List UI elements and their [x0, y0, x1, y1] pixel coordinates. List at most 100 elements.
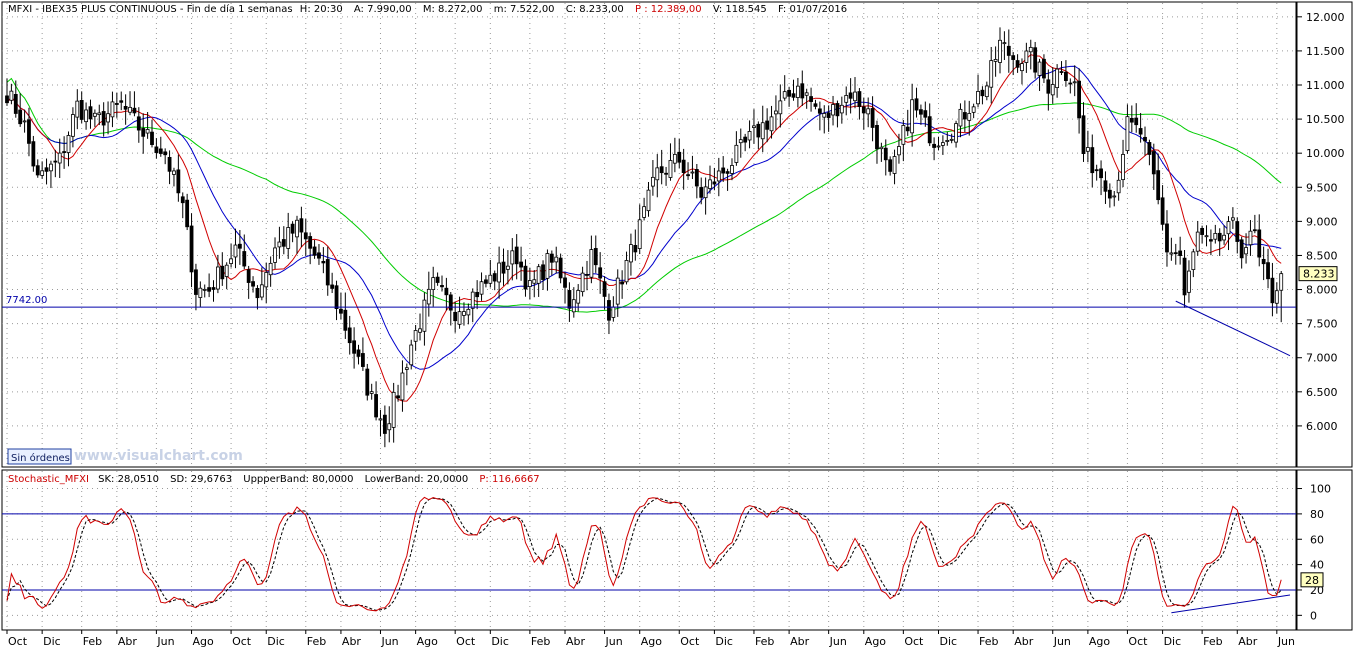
- candle-body: [932, 143, 936, 148]
- candle-body: [1143, 136, 1147, 142]
- x-tick-label: Oct: [232, 635, 252, 648]
- x-tick-label: Dic: [939, 635, 957, 648]
- candle: [563, 271, 567, 304]
- x-tick-label: Ago: [193, 635, 215, 648]
- candle: [765, 108, 770, 143]
- candle: [1068, 78, 1073, 94]
- candle-body: [382, 414, 387, 434]
- candle: [198, 281, 203, 307]
- candle-body: [136, 116, 141, 131]
- candle-body: [268, 262, 273, 276]
- candle-body: [435, 276, 440, 283]
- candle-body: [949, 138, 954, 141]
- candle: [1235, 217, 1240, 254]
- candle: [980, 86, 985, 105]
- candle-body: [1125, 116, 1130, 152]
- candle-body: [940, 142, 945, 146]
- price-panel[interactable]: [1, 1, 1297, 468]
- candle: [835, 100, 840, 128]
- candle: [1222, 225, 1226, 245]
- candle: [549, 250, 554, 276]
- candle: [378, 409, 383, 437]
- candle-body: [277, 241, 282, 248]
- candle-body: [396, 395, 400, 399]
- candle: [694, 163, 699, 199]
- candle: [826, 105, 831, 132]
- candle-body: [75, 100, 80, 118]
- x-tick-label: Jun: [605, 635, 623, 648]
- candle: [1217, 228, 1222, 256]
- price-tick-label: 10.000: [1306, 147, 1345, 160]
- candle-body: [1147, 142, 1152, 155]
- candle: [919, 104, 923, 125]
- x-tick-label: Feb: [531, 635, 550, 648]
- candle: [448, 291, 453, 326]
- candle: [136, 107, 141, 143]
- x-tick-label: Feb: [979, 635, 998, 648]
- indicator-panel[interactable]: [1, 469, 1297, 631]
- price-tick-label: 11.500: [1306, 45, 1345, 58]
- candle: [361, 337, 365, 371]
- candle: [730, 158, 734, 181]
- candle-body: [879, 146, 884, 150]
- candle: [905, 109, 910, 136]
- candle: [49, 160, 53, 189]
- orders-button[interactable]: Sin órdenes: [11, 452, 70, 464]
- price-tick-label: 9.000: [1306, 215, 1338, 228]
- moving-average-slow: [6, 77, 1282, 313]
- candle: [650, 160, 655, 196]
- candle-body: [734, 144, 739, 163]
- candle: [1028, 39, 1033, 70]
- candle: [602, 276, 607, 310]
- candle: [607, 293, 611, 335]
- candle-body: [958, 108, 963, 127]
- x-tick-label: Feb: [755, 635, 774, 648]
- header-low: m: 7.522,00: [494, 4, 555, 15]
- candle: [475, 280, 480, 310]
- candle-body: [598, 267, 603, 279]
- candle: [932, 137, 936, 161]
- candle-body: [1156, 170, 1161, 201]
- last-price-tag: 8.233: [1298, 266, 1338, 282]
- candle: [1178, 236, 1183, 265]
- candle: [725, 168, 730, 191]
- candle: [1059, 61, 1064, 76]
- candle-body: [897, 146, 901, 156]
- candle: [44, 158, 49, 185]
- candle-body: [826, 112, 831, 118]
- candle-body: [1151, 151, 1156, 175]
- candle-body: [589, 249, 594, 278]
- candle: [1081, 102, 1086, 162]
- candle-body: [1200, 228, 1205, 235]
- candle: [84, 102, 88, 130]
- candle-body: [167, 157, 172, 172]
- candle: [901, 119, 906, 162]
- candle: [1252, 214, 1257, 234]
- candle: [1011, 52, 1016, 76]
- candle-body: [185, 199, 190, 228]
- candle: [822, 105, 827, 134]
- candle-body: [585, 274, 589, 276]
- candle-body: [769, 116, 774, 132]
- candle-body: [1020, 63, 1024, 72]
- x-tick-label: Ago: [1089, 635, 1111, 648]
- header-timeframe: Fin de día 1 semanas: [187, 3, 293, 15]
- candle: [321, 247, 326, 274]
- price-trend-line: [1175, 300, 1291, 357]
- candle-body: [295, 219, 299, 238]
- candle: [993, 46, 998, 77]
- x-tick-label: Jun: [380, 635, 398, 648]
- candle-body: [919, 109, 923, 115]
- candle-body: [9, 90, 14, 101]
- candle: [1230, 207, 1235, 229]
- candle-body: [180, 196, 185, 204]
- candle: [976, 74, 980, 108]
- candle-body: [527, 280, 532, 287]
- candle-body: [31, 141, 36, 167]
- candle: [382, 405, 387, 448]
- candle: [396, 384, 400, 402]
- candle: [738, 128, 743, 158]
- candle: [962, 100, 967, 133]
- orders-button-frame[interactable]: [7, 448, 72, 465]
- candle-body: [1099, 168, 1103, 179]
